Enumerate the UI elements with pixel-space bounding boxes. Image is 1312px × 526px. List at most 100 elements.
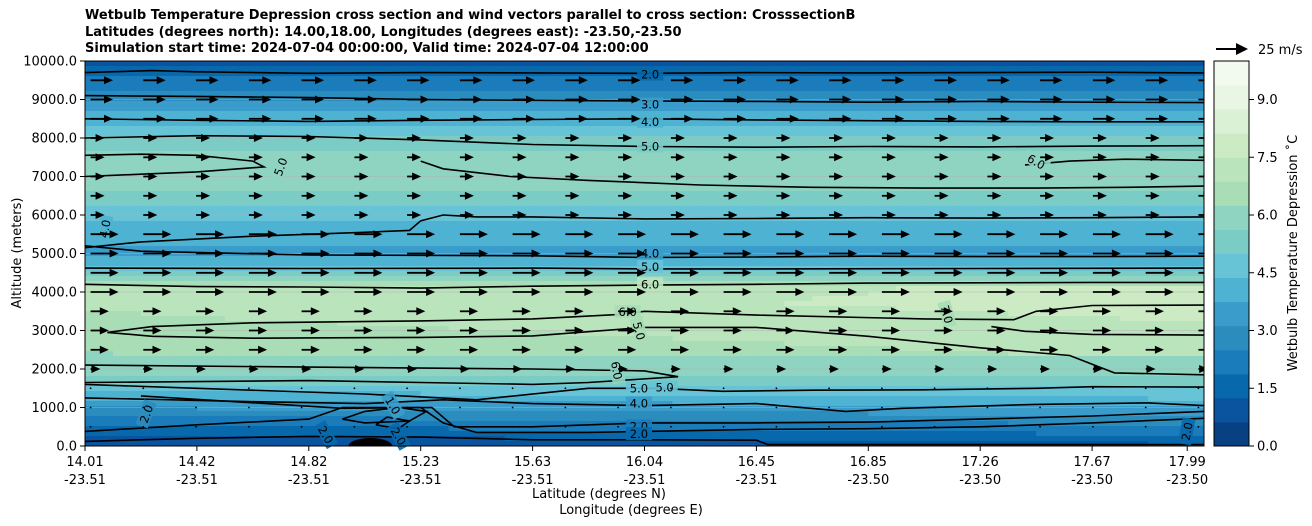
contour-fill-cell [644,241,674,247]
contour-fill-cell [280,426,310,432]
contour-fill-cell [1176,311,1204,317]
contour-fill-cell [616,196,646,202]
contour-fill-cell [1148,191,1177,197]
contour-fill-cell [112,131,142,137]
contour-fill-cell [1176,81,1204,87]
contour-fill-cell [392,76,422,82]
contour-fill-cell [252,426,282,432]
contour-fill-cell [728,76,758,82]
contour-fill-cell [336,281,366,287]
contour-fill-cell [644,271,674,277]
contour-fill-cell [868,271,897,277]
contour-fill-cell [85,411,114,417]
contour-fill-cell [616,191,646,197]
contour-fill-cell [1148,376,1177,382]
contour-fill-cell [196,296,226,302]
contour-fill-cell [1120,276,1149,282]
contour-fill-cell [252,271,282,277]
wind-vector [90,326,109,335]
contour-fill-cell [980,271,1009,277]
contour-fill-cell [392,371,422,377]
contour-fill-cell [448,61,478,67]
contour-fill-cell [896,371,925,377]
contour-fill-cell [280,116,310,122]
contour-fill-cell [252,296,282,302]
contour-fill-cell [1120,326,1149,332]
contour-fill-cell [420,281,450,287]
wind-vector [301,191,316,200]
contour-fill-cell [168,306,198,312]
contour-fill-cell [1092,106,1121,112]
wind-vector [511,425,514,428]
contour-fill-cell [308,211,338,217]
wind-vector [1039,387,1041,390]
contour-fill-cell [616,371,646,377]
contour-fill-cell [532,296,562,302]
wind-vector [1092,134,1107,142]
wind-vector [565,76,588,85]
wind-vector [196,230,225,239]
contour-fill-cell [952,116,981,122]
contour-fill-cell [1176,216,1204,222]
contour-fill-cell [280,181,310,187]
contour-fill-cell [364,326,394,332]
contour-fill-cell [308,381,338,387]
wind-vector [670,326,690,335]
wind-vector [459,249,488,258]
contour-fill-cell [532,221,562,227]
contour-fill-cell [112,66,142,72]
contour-fill-cell [224,346,254,352]
contour-fill-cell [700,201,730,207]
contour-fill-cell [700,131,730,137]
contour-fill-cell [1176,66,1204,72]
contour-fill-cell [1036,246,1065,252]
y-tick-label: 9000.0 [32,93,78,108]
contour-fill-cell [196,426,226,432]
contour-fill-cell [364,281,394,287]
contour-fill-cell [364,386,394,392]
contour-fill-cell [616,336,646,342]
contour-fill-cell [924,391,953,397]
wind-vector [1198,329,1204,332]
colorbar-tick-label: 1.5 [1257,382,1278,397]
contour-fill-cell [1092,216,1121,222]
contour-fill-cell [1092,341,1121,347]
contour-fill-cell [280,326,310,332]
contour-fill-cell [336,396,366,402]
contour-fill-cell [280,441,310,446]
contour-fill-cell [616,291,646,297]
contour-fill-cell [196,256,226,262]
contour-fill-cell [1008,76,1037,82]
contour-fill-cell [1148,436,1177,442]
contour-fill-cell [1092,271,1121,277]
wind-vector [986,406,989,409]
contour-fill-cell [532,196,562,202]
contour-fill-cell [364,291,394,297]
contour-fill-cell [224,211,254,217]
contour-fill-cell [560,431,590,437]
contour-fill-cell [812,311,841,317]
contour-fill-cell [700,151,730,157]
contour-fill-cell [85,291,114,297]
contour-fill-cell [532,346,562,352]
contour-fill-cell [308,356,338,362]
contour-fill-cell [924,226,953,232]
contour-fill-cell [924,206,953,212]
contour-fill-cell [1008,301,1037,307]
contour-fill-cell [784,136,813,142]
contour-fill-cell [532,161,562,167]
wind-vector [196,307,215,316]
contour-fill-cell [616,86,646,92]
contour-fill-cell [840,211,869,217]
contour-fill-cell [1120,391,1149,397]
contour-fill-cell [1092,441,1121,446]
x-tick-label-longitude: -23.50 [1071,473,1113,488]
contour-fill-cell [476,286,506,292]
contour-fill-cell [392,246,422,252]
contour-fill-cell [784,341,813,347]
colorbar-tick-label: 7.5 [1257,151,1278,166]
contour-fill-cell [588,331,618,337]
contour-fill-cell [476,196,506,202]
contour-fill-cell [924,416,953,422]
contour-fill-cell [1120,296,1149,302]
